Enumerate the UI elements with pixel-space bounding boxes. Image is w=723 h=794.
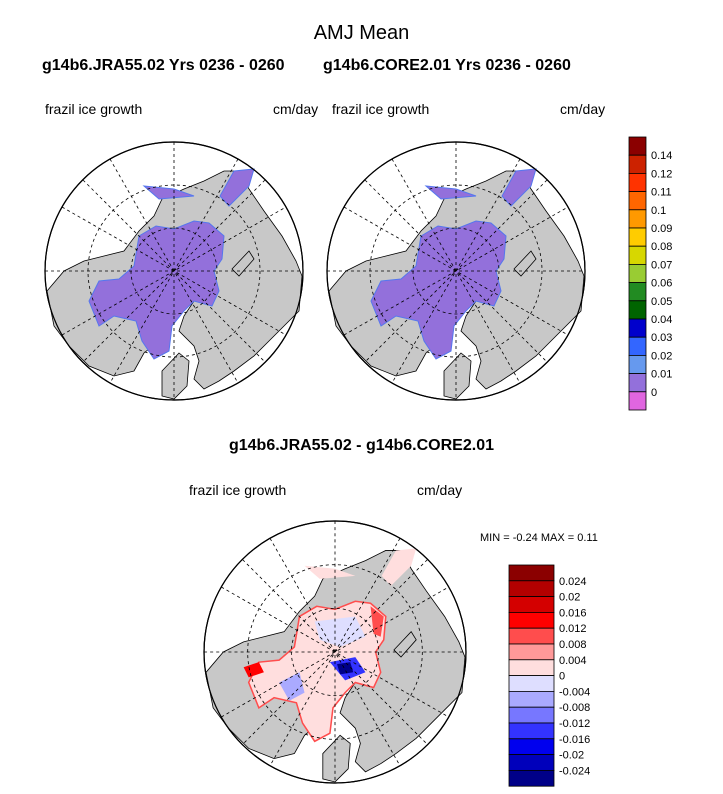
left-variable-label: frazil ice growth [45, 101, 143, 117]
diff-polar-map [203, 520, 467, 784]
colorbar-diff-swatch [508, 643, 555, 661]
colorbar-top: 0.14 0.12 0.11 0.1 0.09 0.08 0.07 0.06 0.05 0.04 0… [628, 136, 672, 411]
colorbar-top-tick-label: 0.04 [651, 314, 672, 326]
graticule [45, 142, 303, 400]
colorbar-diff-swatch [508, 627, 555, 645]
colorbar-diff-swatch [508, 738, 555, 756]
colorbar-top-tick-label: 0.02 [651, 350, 672, 362]
colorbar-top-swatch [628, 263, 647, 283]
colorbar-diff-tick-label: 0.02 [559, 592, 580, 604]
colorbar-diff-tick-label: 0.004 [559, 655, 587, 667]
ice-field [370, 168, 537, 360]
graticule [204, 521, 466, 783]
max-label: MAX = [540, 532, 575, 544]
right-polar-map [326, 141, 586, 401]
colorbar-diff-swatch [508, 675, 555, 692]
colorbar-top-swatch [628, 154, 647, 174]
difference-field [243, 548, 417, 743]
ice-field [88, 168, 255, 360]
colorbar-diff: 0.024 0.02 0.016 0.012 0.008 0.004 0 -0.004 -0.0… [508, 564, 590, 787]
min-value: -0.24 [512, 532, 538, 544]
colorbar-diff-swatch [508, 596, 555, 613]
right-variable-label: frazil ice growth [332, 101, 430, 117]
left-polar-map [44, 141, 304, 401]
colorbar-diff-tick-label: -0.02 [559, 750, 584, 762]
colorbar-top-swatch [628, 173, 647, 193]
diff-variable-label: frazil ice growth [189, 482, 287, 498]
colorbar-top-swatch [628, 136, 647, 156]
colorbar-top-tick-label: 0.09 [651, 223, 672, 235]
figure-title: AMJ Mean [313, 22, 410, 44]
colorbar-top-swatch [628, 354, 647, 374]
colorbar-diff-swatch [508, 659, 555, 677]
colorbar-top-swatch [628, 300, 647, 320]
colorbar-top-swatch [628, 391, 647, 411]
diff-stats: MIN = -0.24 MAX = 0.11 [480, 532, 598, 544]
graticule [327, 142, 585, 400]
colorbar-top-tick-label: 0.06 [651, 278, 672, 290]
min-label: MIN = [480, 532, 510, 544]
right-subtitle: g14b6.CORE2.01 Yrs 0236 - 0260 [323, 57, 571, 74]
colorbar-top-swatch [628, 191, 647, 211]
colorbar-top-swatch [628, 227, 647, 247]
max-value: 0.11 [577, 532, 598, 544]
colorbar-top-swatch [628, 209, 647, 229]
colorbar-diff-tick-label: 0.024 [559, 576, 587, 588]
colorbar-top-tick-label: 0.05 [651, 296, 672, 308]
colorbar-diff-tick-label: -0.012 [559, 718, 590, 730]
right-units-label: cm/day [560, 101, 606, 117]
colorbar-diff-swatch [508, 612, 555, 629]
colorbar-diff-tick-label: -0.016 [559, 734, 590, 746]
colorbar-diff-swatch [508, 722, 555, 740]
colorbar-diff-tick-label: -0.024 [559, 765, 590, 777]
colorbar-top-tick-label: 0.03 [651, 332, 672, 344]
colorbar-diff-tick-label: -0.008 [559, 702, 590, 714]
colorbar-top-tick-label: 0.11 [651, 187, 672, 199]
diff-units-label: cm/day [417, 482, 463, 498]
colorbar-diff-tick-label: 0 [559, 671, 565, 683]
left-units-label: cm/day [273, 101, 319, 117]
colorbar-top-swatch [628, 336, 647, 356]
colorbar-diff-tick-label: 0.008 [559, 639, 587, 651]
colorbar-top-tick-label: 0.08 [651, 241, 672, 253]
colorbar-top-swatch [628, 318, 647, 338]
colorbar-top-swatch [628, 282, 647, 302]
colorbar-top-swatch [628, 373, 647, 393]
colorbar-top-tick-label: 0.07 [651, 259, 672, 271]
colorbar-top-tick-label: 0 [651, 387, 657, 399]
colorbar-top-tick-label: 0.14 [651, 150, 672, 162]
colorbar-diff-swatch [508, 754, 555, 771]
colorbar-diff-tick-label: 0.016 [559, 607, 587, 619]
colorbar-diff-swatch [508, 691, 555, 708]
colorbar-diff-swatch [508, 580, 555, 597]
colorbar-top-tick-label: 0.01 [651, 369, 672, 381]
colorbar-top-tick-label: 0.12 [651, 168, 672, 180]
colorbar-top-swatch [628, 245, 647, 265]
colorbar-diff-swatch [508, 769, 555, 787]
colorbar-diff-swatch [508, 706, 555, 724]
colorbar-top-tick-label: 0.1 [651, 205, 666, 217]
colorbar-diff-tick-label: -0.004 [559, 686, 590, 698]
left-subtitle: g14b6.JRA55.02 Yrs 0236 - 0260 [42, 57, 285, 74]
colorbar-diff-tick-label: 0.012 [559, 623, 587, 635]
diff-title: g14b6.JRA55.02 - g14b6.CORE2.01 [228, 437, 494, 454]
colorbar-diff-swatch [508, 564, 555, 582]
